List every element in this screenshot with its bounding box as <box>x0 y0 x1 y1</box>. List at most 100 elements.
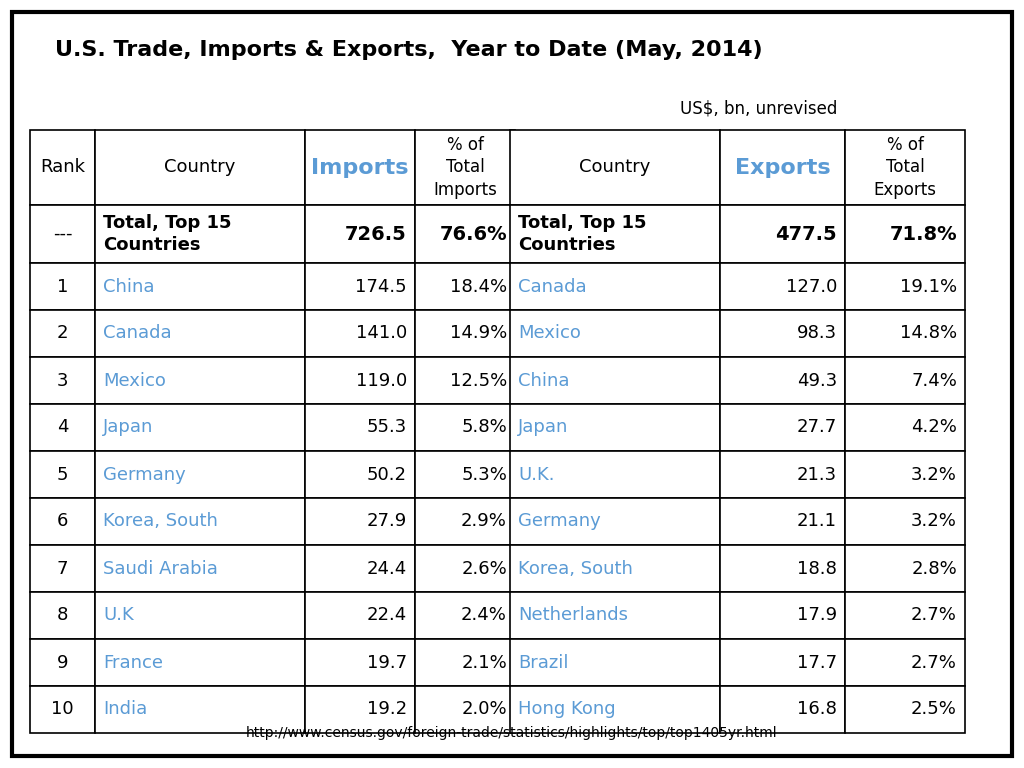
Bar <box>30 451 95 498</box>
Bar <box>415 130 515 205</box>
Text: 4.2%: 4.2% <box>911 419 957 436</box>
Bar <box>720 451 845 498</box>
Bar <box>305 205 415 263</box>
Bar <box>415 639 515 686</box>
Bar <box>845 592 965 639</box>
Bar <box>30 686 95 733</box>
Text: 18.8: 18.8 <box>797 560 837 578</box>
Text: Hong Kong: Hong Kong <box>518 700 615 719</box>
Bar <box>845 130 965 205</box>
Bar <box>415 592 515 639</box>
Text: 119.0: 119.0 <box>355 372 407 389</box>
Text: 2.7%: 2.7% <box>911 654 957 671</box>
Text: ---: --- <box>53 225 73 243</box>
Text: Mexico: Mexico <box>518 325 581 343</box>
Bar <box>305 686 415 733</box>
Bar <box>415 310 515 357</box>
Bar <box>510 130 720 205</box>
Text: 3.2%: 3.2% <box>911 465 957 484</box>
Text: 3: 3 <box>56 372 69 389</box>
Bar <box>95 263 305 310</box>
Text: U.K.: U.K. <box>518 465 555 484</box>
Bar <box>95 686 305 733</box>
Text: China: China <box>518 372 569 389</box>
Text: 19.7: 19.7 <box>367 654 407 671</box>
Bar <box>510 310 720 357</box>
Bar <box>415 545 515 592</box>
Text: Country: Country <box>580 158 650 177</box>
Bar <box>95 205 305 263</box>
Text: 27.9: 27.9 <box>367 512 407 531</box>
Bar <box>95 639 305 686</box>
Bar <box>845 545 965 592</box>
Bar <box>30 592 95 639</box>
Text: 5.8%: 5.8% <box>461 419 507 436</box>
Bar <box>30 498 95 545</box>
Bar <box>510 639 720 686</box>
Bar <box>415 451 515 498</box>
Text: Mexico: Mexico <box>103 372 166 389</box>
Text: India: India <box>103 700 147 719</box>
Bar <box>720 357 845 404</box>
Text: 2: 2 <box>56 325 69 343</box>
Text: 21.1: 21.1 <box>797 512 837 531</box>
Bar <box>845 451 965 498</box>
Bar <box>845 404 965 451</box>
Bar <box>30 310 95 357</box>
Bar <box>305 357 415 404</box>
Text: 4: 4 <box>56 419 69 436</box>
Text: 3.2%: 3.2% <box>911 512 957 531</box>
Text: 10: 10 <box>51 700 74 719</box>
Bar <box>845 310 965 357</box>
Bar <box>305 404 415 451</box>
Text: 5: 5 <box>56 465 69 484</box>
Text: 7: 7 <box>56 560 69 578</box>
Bar <box>510 592 720 639</box>
Text: France: France <box>103 654 163 671</box>
Text: 726.5: 726.5 <box>345 224 407 243</box>
Bar <box>95 310 305 357</box>
Bar <box>510 498 720 545</box>
Text: U.S. Trade, Imports & Exports,  Year to Date (May, 2014): U.S. Trade, Imports & Exports, Year to D… <box>55 40 763 60</box>
Bar <box>415 357 515 404</box>
Bar <box>305 451 415 498</box>
Bar <box>510 545 720 592</box>
Bar <box>30 263 95 310</box>
Bar <box>510 263 720 310</box>
Bar <box>305 498 415 545</box>
Text: 2.1%: 2.1% <box>461 654 507 671</box>
Text: Canada: Canada <box>518 277 587 296</box>
Text: 2.9%: 2.9% <box>461 512 507 531</box>
Text: 55.3: 55.3 <box>367 419 407 436</box>
Text: 14.9%: 14.9% <box>450 325 507 343</box>
Text: 174.5: 174.5 <box>355 277 407 296</box>
Bar <box>30 545 95 592</box>
Text: http://www.census.gov/foreign-trade/statistics/highlights/top/top1405yr.html: http://www.census.gov/foreign-trade/stat… <box>246 726 778 740</box>
Bar <box>30 639 95 686</box>
Text: 7.4%: 7.4% <box>911 372 957 389</box>
Text: 2.0%: 2.0% <box>462 700 507 719</box>
Text: 17.7: 17.7 <box>797 654 837 671</box>
Bar <box>720 404 845 451</box>
Bar <box>305 310 415 357</box>
Text: Canada: Canada <box>103 325 172 343</box>
Bar <box>720 639 845 686</box>
Bar <box>845 686 965 733</box>
Text: US$, bn, unrevised: US$, bn, unrevised <box>680 100 838 118</box>
Bar <box>95 545 305 592</box>
Text: Germany: Germany <box>518 512 601 531</box>
Text: 141.0: 141.0 <box>355 325 407 343</box>
Bar <box>30 205 95 263</box>
Text: 98.3: 98.3 <box>797 325 837 343</box>
Text: 27.7: 27.7 <box>797 419 837 436</box>
Bar <box>510 404 720 451</box>
Text: Japan: Japan <box>103 419 154 436</box>
Text: Netherlands: Netherlands <box>518 607 628 624</box>
Text: 49.3: 49.3 <box>797 372 837 389</box>
Bar <box>720 545 845 592</box>
Text: % of
Total
Exports: % of Total Exports <box>873 136 937 199</box>
Text: 24.4: 24.4 <box>367 560 407 578</box>
Bar <box>95 130 305 205</box>
Bar <box>95 451 305 498</box>
Bar <box>720 592 845 639</box>
